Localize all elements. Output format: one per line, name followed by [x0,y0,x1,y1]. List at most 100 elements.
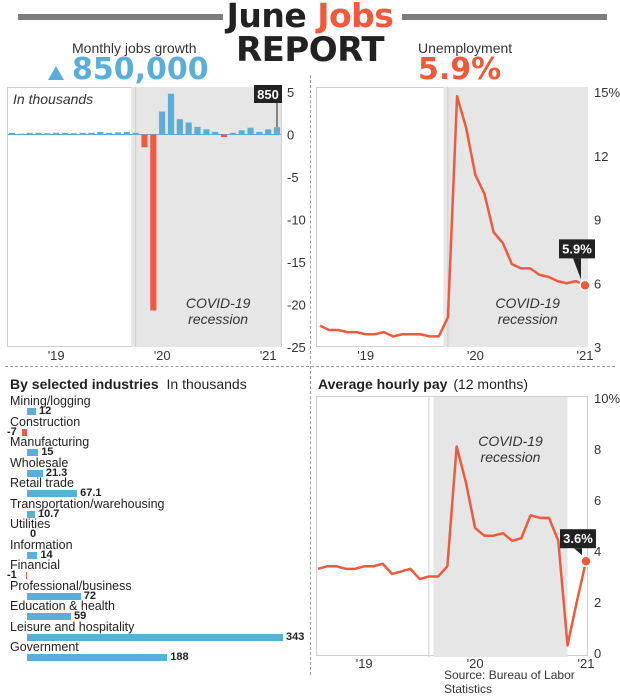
industry-bar [27,613,72,620]
industry-value-label: 67.1 [80,487,102,499]
unemployment-callout-pointer [573,258,581,280]
jobs-bar [194,126,201,135]
jobs-bar [132,132,139,135]
jobs-bar [79,132,86,135]
jobs-bar [159,111,166,135]
industry-value-label: 0 [30,528,37,540]
hourly-pay-callout-pointer [574,548,582,556]
y-tick-label: 3 [594,340,601,355]
industry-name: Manufacturing [10,435,90,449]
unemployment-callout-label: 5.9% [562,241,592,256]
header-rule-left [18,14,223,20]
jobs-bar [114,132,122,135]
x-tick-label: '20 [467,348,484,363]
jobs-bar [141,134,148,148]
unemployment-label: Unemployment [418,40,513,56]
up-triangle-icon [48,66,64,80]
industry-value-label: 10.7 [37,507,60,520]
jobs-bar [17,133,24,136]
page-title-line2: REPORT [235,30,385,70]
y-tick-label: 0 [594,646,601,661]
x-tick-label: '19 [356,656,373,671]
jobs-bar [167,93,175,135]
jobs-bar [88,132,95,135]
page-title-line1: June Jobs [200,0,420,35]
hourly-pay-callout-box [560,529,596,549]
recession-label-line2: recession [481,449,541,465]
industry-bar [27,592,81,600]
industry-value-label: -7 [7,425,17,438]
hourly-pay-title: Average hourly pay (12 months) [318,376,528,392]
y-tick-label: -10 [287,213,306,228]
industries-chart: Mining/logging 12 Construction -7 Manufactur… [0,395,310,670]
jobs-bar [273,127,281,135]
unemployment-value: 5.9% [418,52,502,87]
industry-value-label: 15 [41,446,54,458]
industry-name: Financial [10,558,61,572]
industry-bar [27,510,35,518]
industry-bar [27,449,39,456]
jobs-callout-box [254,85,282,103]
jobs-bar [44,133,51,135]
industry-name: Leisure and hospitality [10,619,135,634]
recession-label-line1: COVID-19 [478,433,543,449]
title-part-june: June [226,0,318,35]
y-tick-label: -5 [287,170,299,185]
x-tick-label: '19 [357,348,374,363]
jobs-bar [176,119,183,135]
y-tick-label: 4 [594,544,601,559]
jobs-bar [8,132,16,135]
jobs-bar [53,132,60,135]
title-part-jobs: Jobs [317,0,394,35]
industry-value-label: 12 [38,405,52,417]
industry-name: Information [10,537,73,552]
jobs-bar [123,131,130,135]
y-tick-label: 6 [594,493,601,508]
y-tick-label: 9 [594,213,601,228]
hourly-pay-line [317,445,588,647]
x-tick-label: '19 [48,348,65,363]
recession-label-line2: recession [188,311,248,327]
vertical-divider [310,75,311,675]
y-tick-label: -20 [287,298,306,313]
jobs-bar [212,131,219,135]
hourly-pay-callout-label: 3.6% [563,531,593,546]
jobs-bar [106,132,113,135]
x-tick-label: '20 [154,348,171,363]
hourly-pay-title-period: (12 months) [453,376,529,392]
industry-name: Mining/logging [10,394,91,408]
industry-value-label: 14 [40,548,53,561]
industry-bar [27,633,283,641]
unemployment-line [319,95,586,338]
recession-label-line2: recession [498,311,558,327]
y-tick-label: 15% [594,85,620,100]
y-tick-label: -25 [287,340,306,355]
industry-bar [27,490,78,497]
y-tick-label: 6 [594,276,601,291]
industry-bar [21,428,27,436]
jobs-bar [238,130,245,135]
jobs-growth-value: 850,000 [72,52,209,87]
jobs-bar [26,132,33,135]
y-tick-label: 12 [594,149,608,164]
industry-value-label: 188 [170,651,189,663]
hourly-pay-endpoint [580,555,592,567]
recession-label-line1: COVID-19 [186,295,251,311]
industry-value-label: 59 [74,610,87,622]
industries-title-main: By selected industries [10,376,159,392]
industry-value-label: 343 [286,630,305,643]
industry-name: Utilities [10,517,51,531]
jobs-bar [70,133,77,135]
jobs-bar [203,129,210,135]
industry-bar [27,408,36,415]
jobs-bar [35,132,42,135]
y-tick-label: 5 [287,85,294,100]
jobs-bar [97,131,104,135]
jobs-callout-label: 850 [257,87,279,102]
header-rule-right [402,14,607,20]
y-tick-label: 0 [287,128,294,143]
jobs-growth-label: Monthly jobs growth [72,40,197,56]
horizontal-divider [5,366,615,367]
jobs-bar [265,129,272,135]
